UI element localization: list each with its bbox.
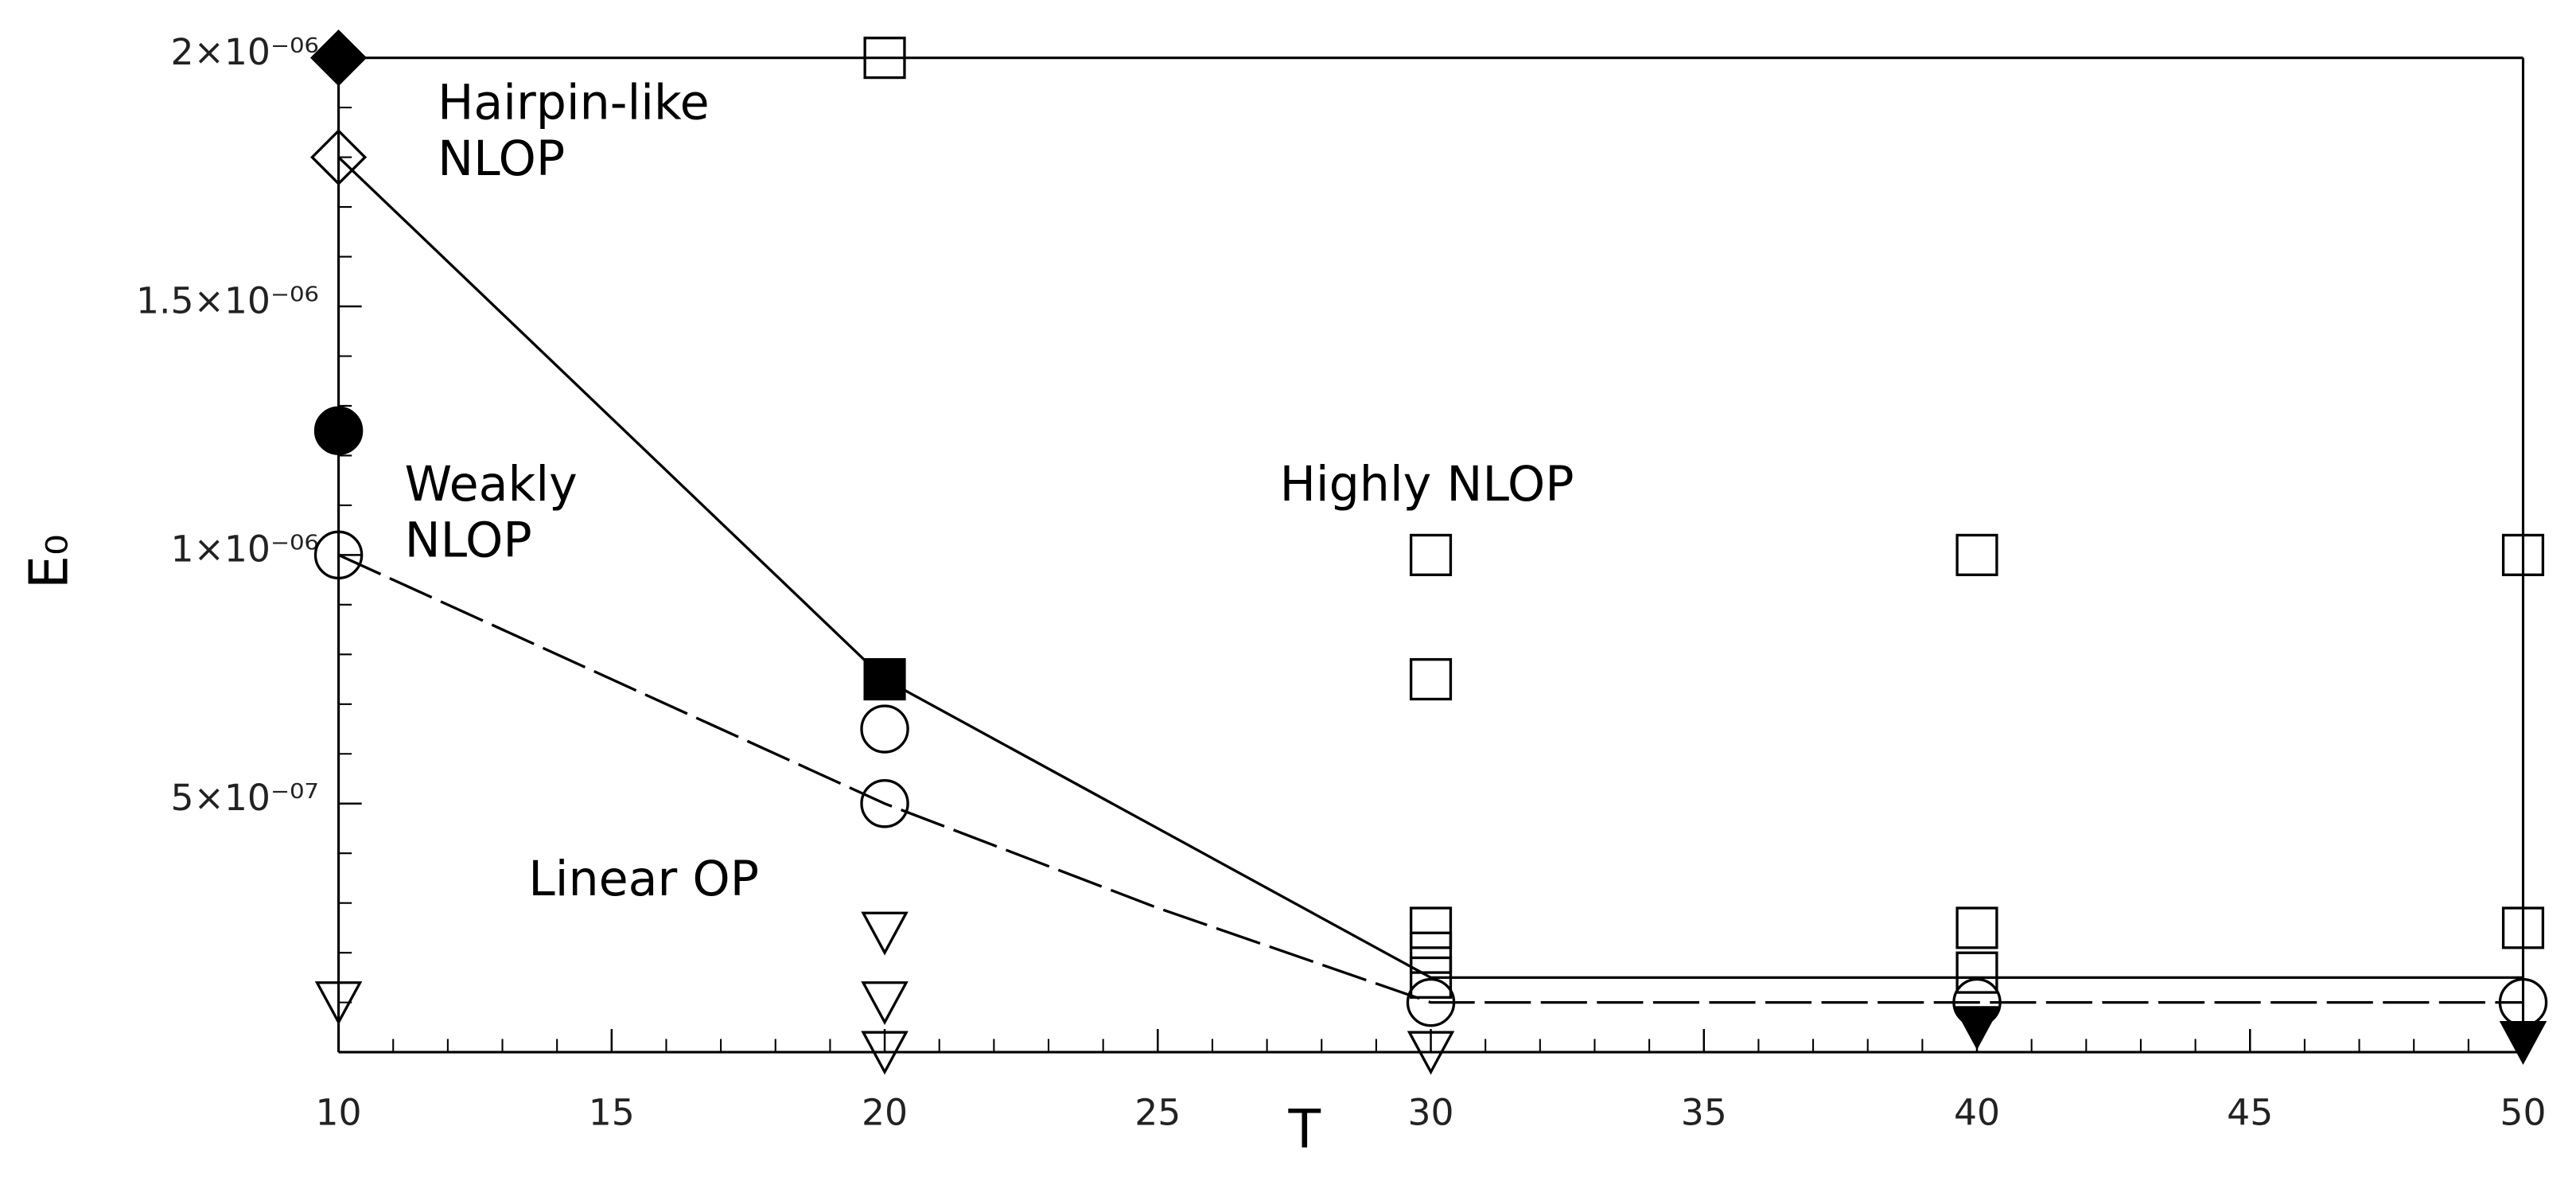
annotation: Hairpin-like bbox=[438, 75, 710, 131]
triangle-marker bbox=[861, 1031, 909, 1075]
x-axis-label: T bbox=[1287, 1098, 1321, 1160]
triangle-marker bbox=[861, 911, 909, 956]
x-tick-label: 25 bbox=[1134, 1091, 1181, 1133]
y-tick-label: 1.5×10⁻⁰⁶ bbox=[136, 279, 319, 322]
x-tick-label: 20 bbox=[862, 1091, 908, 1133]
annotation: Weakly bbox=[405, 457, 578, 513]
triangle-marker bbox=[1407, 1031, 1455, 1075]
square-marker bbox=[1409, 931, 1453, 974]
triangle-marker bbox=[314, 981, 363, 1026]
circle-marker bbox=[860, 704, 909, 754]
circle-marker bbox=[1406, 977, 1456, 1027]
annotation: Linear OP bbox=[528, 852, 759, 907]
square-marker bbox=[863, 37, 906, 80]
x-tick-label: 30 bbox=[1407, 1091, 1453, 1133]
y-tick-label: 5×10⁻⁰⁷ bbox=[171, 777, 319, 819]
diamond-marker bbox=[310, 29, 368, 87]
x-tick-label: 45 bbox=[2227, 1091, 2273, 1133]
square-marker bbox=[2501, 533, 2545, 576]
square-marker bbox=[1955, 906, 1998, 949]
square-marker bbox=[1409, 657, 1453, 701]
x-tick-label: 15 bbox=[589, 1091, 635, 1133]
square-marker bbox=[1409, 533, 1453, 576]
y-tick-label: 1×10⁻⁰⁶ bbox=[171, 528, 319, 571]
triangle-marker bbox=[1953, 1006, 2001, 1050]
square-marker bbox=[1955, 951, 1998, 994]
x-tick-label: 10 bbox=[316, 1091, 362, 1133]
circle-marker bbox=[313, 406, 364, 455]
triangle-marker bbox=[861, 981, 909, 1026]
x-tick-label: 40 bbox=[1954, 1091, 2000, 1133]
circle-marker bbox=[313, 530, 364, 580]
square-marker bbox=[2501, 906, 2545, 949]
annotation: NLOP bbox=[405, 513, 532, 568]
x-tick-label: 50 bbox=[2500, 1091, 2546, 1133]
square-marker bbox=[1955, 533, 1998, 576]
circle-marker bbox=[860, 779, 909, 828]
diamond-marker bbox=[310, 129, 368, 186]
y-tick-label: 2×10⁻⁰⁶ bbox=[171, 31, 319, 73]
annotation: Highly NLOP bbox=[1280, 457, 1574, 513]
curve bbox=[337, 156, 2523, 980]
y-axis-label: E₀ bbox=[18, 534, 80, 589]
x-tick-label: 35 bbox=[1681, 1091, 1727, 1133]
square-marker bbox=[1409, 906, 1453, 949]
square-marker bbox=[863, 657, 906, 701]
annotation: NLOP bbox=[438, 131, 565, 187]
curve bbox=[337, 553, 2523, 1004]
square-marker bbox=[1409, 956, 1453, 999]
triangle-marker bbox=[2499, 1021, 2547, 1066]
